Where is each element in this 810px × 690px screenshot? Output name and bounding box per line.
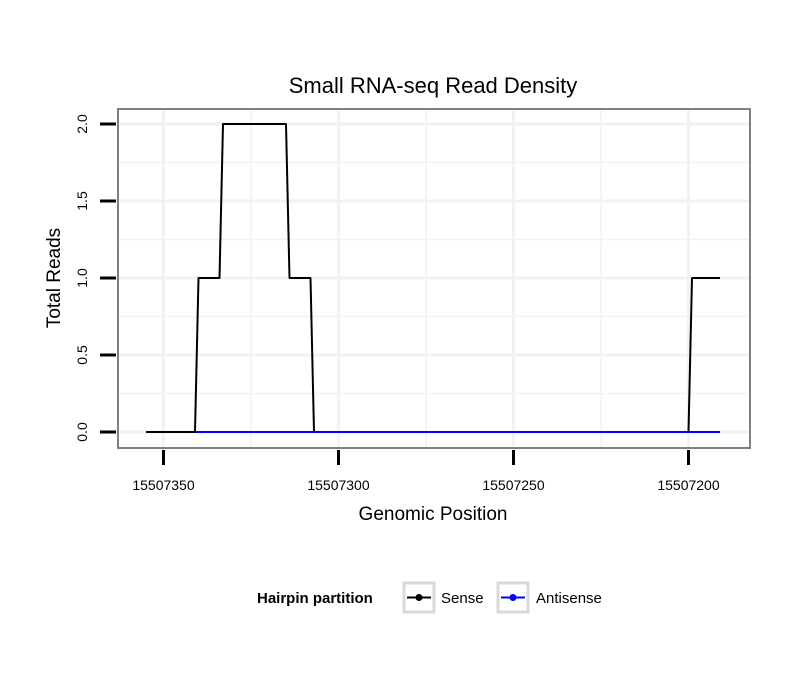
y-axis-title: Total Reads — [44, 228, 65, 328]
x-tick-label: 15507200 — [657, 477, 720, 493]
chart-title: Small RNA-seq Read Density — [289, 73, 578, 98]
legend-key-antisense — [496, 581, 530, 614]
y-tick-label: 0.0 — [74, 422, 90, 442]
y-tick-label: 2.0 — [74, 114, 90, 134]
y-tick-label: 1.0 — [74, 268, 90, 288]
axes: 15507350 15507300 15507250 15507200 0.0 0.5 1.… — [74, 114, 720, 493]
y-tick-label: 0.5 — [74, 345, 90, 365]
x-axis-title: Genomic Position — [359, 504, 508, 525]
legend: Hairpin partition Sense Antisense — [257, 581, 602, 614]
x-tick-label: 15507300 — [307, 477, 370, 493]
x-tick-label: 15507350 — [132, 477, 195, 493]
series-line-sense — [146, 123, 720, 433]
x-tick-label: 15507250 — [482, 477, 545, 493]
legend-title: Hairpin partition — [257, 590, 373, 607]
plot-panel-border — [117, 108, 751, 449]
legend-key-point — [509, 594, 517, 601]
y-tick-label: 1.5 — [74, 191, 90, 211]
legend-label-sense: Sense — [441, 590, 484, 607]
data-series — [146, 123, 720, 433]
legend-label-antisense: Antisense — [536, 590, 602, 607]
legend-key-point — [415, 594, 423, 601]
